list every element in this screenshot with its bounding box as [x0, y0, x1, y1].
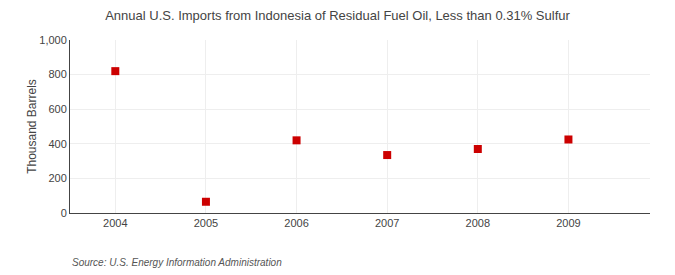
svg-text:2007: 2007 [375, 217, 399, 229]
svg-text:Source: U.S. Energy Informatio: Source: U.S. Energy Information Administ… [72, 257, 282, 268]
svg-text:2005: 2005 [194, 217, 218, 229]
svg-text:1,000: 1,000 [39, 34, 67, 46]
svg-text:800: 800 [48, 68, 66, 80]
svg-text:Thousand Barrels: Thousand Barrels [25, 79, 39, 174]
svg-text:2004: 2004 [103, 217, 127, 229]
svg-text:400: 400 [48, 138, 66, 150]
svg-text:Annual U.S. Imports from Indon: Annual U.S. Imports from Indonesia of Re… [105, 8, 570, 23]
svg-text:2008: 2008 [466, 217, 490, 229]
svg-text:2009: 2009 [556, 217, 580, 229]
svg-text:0: 0 [61, 207, 67, 219]
svg-text:600: 600 [48, 103, 66, 115]
svg-text:2006: 2006 [284, 217, 308, 229]
svg-text:200: 200 [48, 172, 66, 184]
